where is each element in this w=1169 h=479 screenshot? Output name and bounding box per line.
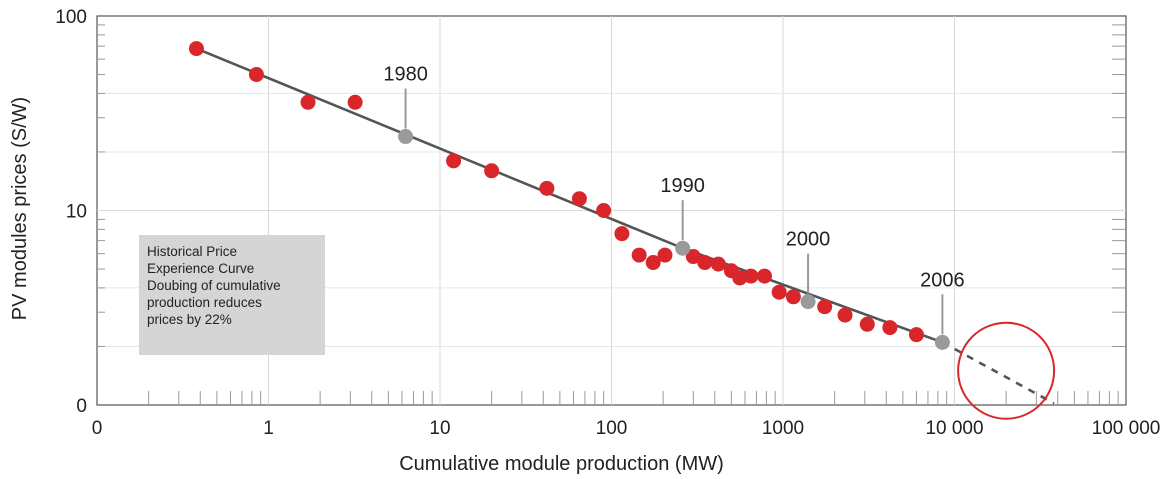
x-tick-label: 10 000 bbox=[925, 418, 983, 439]
annotation-note: Historical Price Experience Curve Doubin… bbox=[139, 235, 325, 355]
y-tick-label: 10 bbox=[66, 202, 87, 223]
x-axis-title: Cumulative module production (MW) bbox=[399, 453, 724, 475]
data-point bbox=[697, 255, 713, 271]
data-point bbox=[756, 268, 772, 284]
highlight-circle bbox=[957, 321, 1056, 420]
data-point bbox=[446, 153, 462, 169]
year-marker-point bbox=[800, 294, 816, 310]
x-tick-label: 1 bbox=[263, 418, 274, 439]
note-line: Historical Price bbox=[147, 244, 238, 259]
year-marker-point bbox=[398, 129, 414, 145]
data-point bbox=[571, 191, 587, 207]
data-point bbox=[188, 41, 204, 57]
data-point bbox=[596, 203, 612, 218]
data-point bbox=[539, 180, 555, 196]
note-line: prices by 22% bbox=[147, 312, 232, 327]
y-tick-labels: 0 10 100 bbox=[55, 7, 87, 417]
x-tick-label: 100 bbox=[596, 418, 628, 439]
data-point bbox=[882, 320, 898, 336]
data-point bbox=[908, 327, 924, 343]
data-point bbox=[743, 268, 759, 284]
note-line: production reduces bbox=[147, 295, 262, 310]
x-tick-label: 0 bbox=[92, 418, 103, 439]
year-marker-point bbox=[675, 240, 691, 256]
x-tick-labels: 0 1 10 100 1000 10 000 100 000 bbox=[92, 418, 1161, 439]
data-point bbox=[347, 94, 363, 110]
data-point bbox=[645, 255, 661, 271]
data-points bbox=[188, 41, 924, 343]
minor-ticks bbox=[97, 24, 1126, 405]
data-point bbox=[837, 307, 853, 323]
note-line: Doubing of cumulative bbox=[147, 278, 281, 293]
data-point bbox=[710, 256, 726, 272]
year-marker-label: 1990 bbox=[660, 175, 705, 197]
data-point bbox=[484, 163, 500, 179]
y-tick-label: 100 bbox=[55, 7, 87, 28]
data-point bbox=[248, 67, 264, 83]
data-point bbox=[785, 289, 801, 305]
data-point bbox=[631, 247, 647, 263]
data-point bbox=[657, 247, 673, 263]
data-point bbox=[859, 316, 875, 332]
data-point bbox=[817, 299, 833, 315]
year-marker-point bbox=[934, 334, 950, 350]
data-point bbox=[614, 226, 630, 242]
x-tick-label: 10 bbox=[429, 418, 450, 439]
data-point bbox=[685, 249, 701, 265]
year-markers: 1980 1990 2000 2006 bbox=[383, 64, 965, 350]
y-tick-label: 0 bbox=[76, 396, 87, 417]
y-axis-title: PV modules prices (S/W) bbox=[9, 97, 31, 320]
data-point bbox=[771, 284, 787, 300]
year-marker-label: 1980 bbox=[383, 64, 428, 86]
year-marker-label: 2006 bbox=[920, 269, 965, 291]
x-tick-label: 1000 bbox=[762, 418, 804, 439]
data-point bbox=[732, 270, 748, 286]
data-point bbox=[300, 94, 316, 110]
note-line: Experience Curve bbox=[147, 261, 255, 276]
x-tick-label: 100 000 bbox=[1092, 418, 1161, 439]
year-marker-label: 2000 bbox=[786, 229, 831, 251]
